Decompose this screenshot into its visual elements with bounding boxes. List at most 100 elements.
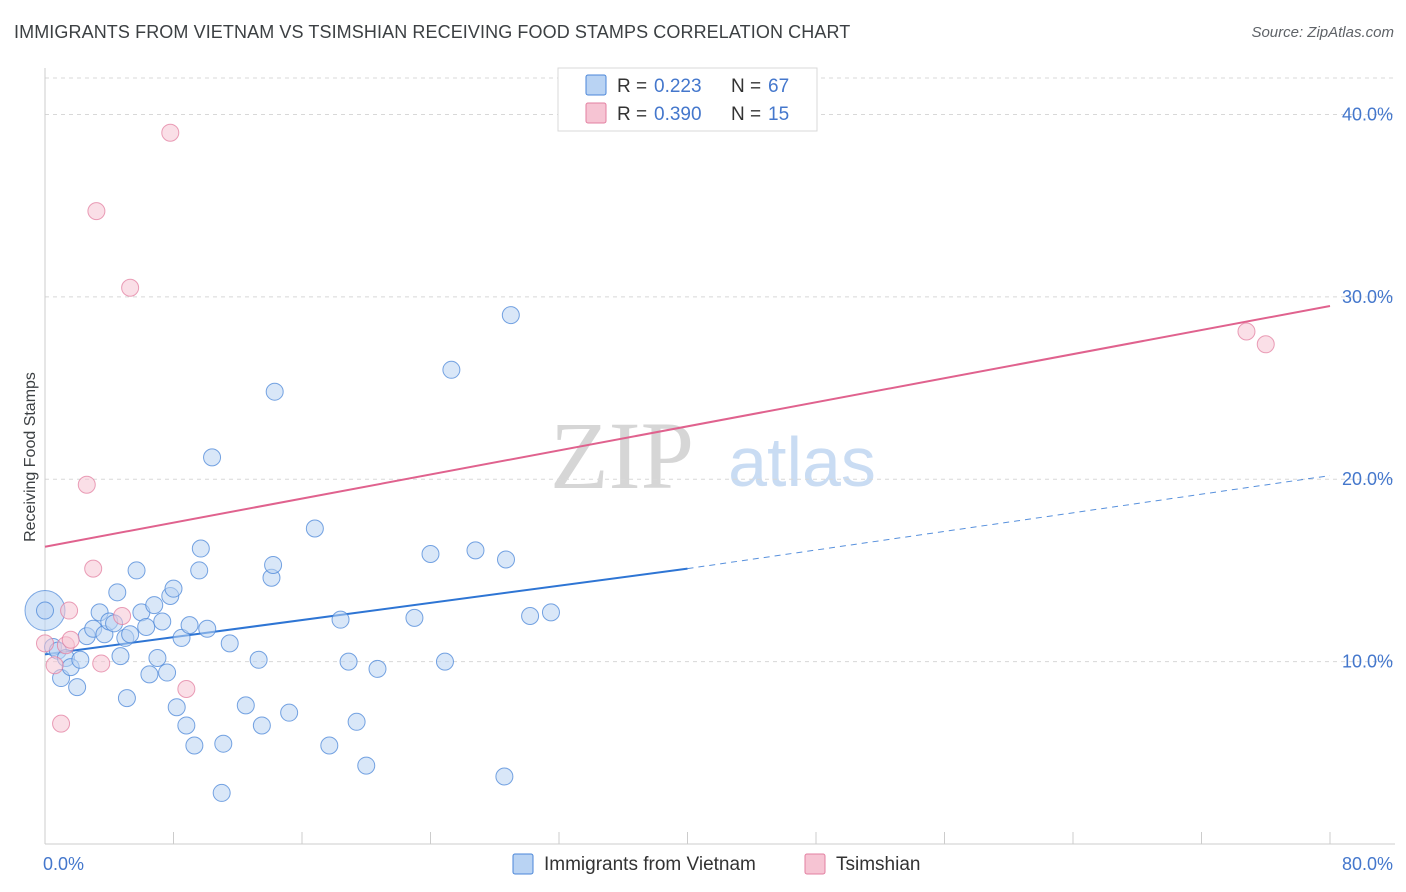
- trendline-vietnam-projection: [687, 475, 1331, 570]
- data-point-vietnam: [265, 382, 284, 401]
- data-point-vietnam: [164, 579, 183, 598]
- legend-swatch-tsimshian: [585, 102, 607, 124]
- data-point-vietnam: [236, 696, 255, 715]
- data-point-vietnam: [190, 561, 209, 580]
- legend-n-label: N =: [731, 104, 761, 125]
- data-point-vietnam: [158, 663, 177, 682]
- data-point-vietnam: [442, 360, 461, 379]
- data-point-vietnam: [252, 716, 271, 735]
- data-point-vietnam: [214, 734, 233, 753]
- data-point-vietnam: [495, 767, 514, 786]
- data-point-vietnam: [108, 583, 127, 602]
- legend-n-label: N =: [731, 76, 761, 97]
- data-point-tsimshian: [161, 123, 180, 142]
- legend-swatch-vietnam: [585, 74, 607, 96]
- data-point-vietnam: [249, 650, 268, 669]
- data-point-tsimshian: [121, 278, 140, 297]
- data-point-vietnam: [167, 698, 186, 717]
- data-point-tsimshian: [36, 634, 54, 653]
- data-point-vietnam: [466, 541, 485, 560]
- data-point-vietnam: [185, 736, 204, 755]
- bottom-legend-swatch-tsimshian: [804, 853, 826, 875]
- data-point-vietnam: [153, 612, 172, 631]
- axes: [44, 68, 1395, 845]
- data-point-vietnam: [501, 306, 520, 325]
- y-tick-label: 40.0%: [1342, 104, 1393, 124]
- data-point-vietnam: [68, 678, 87, 697]
- data-point-tsimshian: [1237, 322, 1256, 341]
- data-point-vietnam: [140, 665, 159, 684]
- data-point-vietnam: [320, 736, 339, 755]
- legend: R = 0.223 N = 67 R = 0.390 N = 15: [557, 67, 818, 132]
- bottom-legend-swatch-vietnam: [512, 853, 534, 875]
- data-point-vietnam: [421, 545, 440, 564]
- data-point-vietnam: [521, 607, 540, 626]
- watermark: ZIP atlas: [550, 402, 876, 509]
- data-point-vietnam: [220, 634, 239, 653]
- x-tick-labels: 0.0% 80.0%: [43, 854, 1393, 874]
- data-point-vietnam: [71, 650, 90, 669]
- gridlines: [45, 77, 1395, 663]
- trendline-tsimshian: [44, 304, 1331, 548]
- x-tick-label: 0.0%: [43, 854, 84, 874]
- data-point-vietnam: [137, 617, 156, 636]
- trendline-vietnam: [44, 567, 688, 656]
- data-point-vietnam: [148, 648, 167, 667]
- bottom-legend: Immigrants from Vietnam Tsimshian: [512, 853, 920, 875]
- bottom-legend-label-tsimshian: Tsimshian: [836, 854, 920, 875]
- data-point-tsimshian: [87, 202, 106, 221]
- y-tick-label: 30.0%: [1342, 287, 1393, 307]
- legend-r-value: 0.390: [654, 104, 702, 125]
- data-point-tsimshian: [177, 679, 196, 698]
- data-point-vietnam: [203, 448, 222, 467]
- source-credit: Source: ZipAtlas.com: [1251, 24, 1394, 41]
- data-point-vietnam: [198, 619, 217, 638]
- data-point-tsimshian: [1256, 335, 1275, 354]
- data-point-tsimshian: [52, 714, 71, 733]
- data-point-tsimshian: [113, 607, 132, 626]
- data-point-vietnam: [357, 756, 376, 775]
- legend-n-value: 67: [768, 76, 789, 97]
- data-point-vietnam: [496, 550, 515, 569]
- data-point-vietnam: [180, 616, 199, 635]
- data-point-tsimshian: [84, 559, 103, 578]
- watermark-zip: ZIP: [550, 402, 694, 509]
- data-point-tsimshian: [45, 656, 64, 675]
- data-point-vietnam: [368, 659, 387, 678]
- legend-r-label: R =: [617, 104, 647, 125]
- data-point-vietnam: [305, 519, 324, 538]
- data-point-vietnam: [145, 596, 164, 615]
- data-point-vietnam: [264, 555, 283, 574]
- legend-r-label: R =: [617, 76, 647, 97]
- bottom-legend-label-vietnam: Immigrants from Vietnam: [544, 854, 756, 875]
- data-point-vietnam: [541, 603, 560, 622]
- x-tick-label: 80.0%: [1342, 854, 1393, 874]
- data-point-tsimshian: [60, 601, 79, 620]
- data-point-vietnam: [177, 716, 196, 735]
- watermark-atlas: atlas: [728, 423, 876, 501]
- data-point-vietnam: [435, 652, 454, 671]
- y-tick-label: 10.0%: [1342, 652, 1393, 672]
- data-point-vietnam: [405, 608, 424, 627]
- data-point-vietnam: [117, 689, 136, 708]
- data-point-vietnam: [111, 647, 130, 666]
- y-tick-labels: 10.0% 20.0% 30.0% 40.0%: [1342, 104, 1393, 671]
- chart-title: IMMIGRANTS FROM VIETNAM VS TSIMSHIAN REC…: [14, 22, 851, 42]
- data-point-vietnam: [121, 625, 140, 644]
- data-point-vietnam: [36, 601, 54, 620]
- data-point-vietnam: [212, 783, 231, 802]
- trendlines: [44, 304, 1331, 656]
- data-point-tsimshian: [77, 475, 96, 494]
- data-point-vietnam: [172, 628, 191, 647]
- data-point-tsimshian: [61, 630, 80, 649]
- y-tick-label: 20.0%: [1342, 469, 1393, 489]
- legend-n-value: 15: [768, 104, 789, 125]
- data-point-vietnam: [331, 610, 350, 629]
- data-point-vietnam: [347, 712, 366, 731]
- data-points: [24, 123, 1275, 802]
- legend-r-value: 0.223: [654, 76, 702, 97]
- data-point-vietnam: [127, 561, 146, 580]
- data-point-vietnam: [339, 652, 358, 671]
- data-point-tsimshian: [92, 654, 111, 673]
